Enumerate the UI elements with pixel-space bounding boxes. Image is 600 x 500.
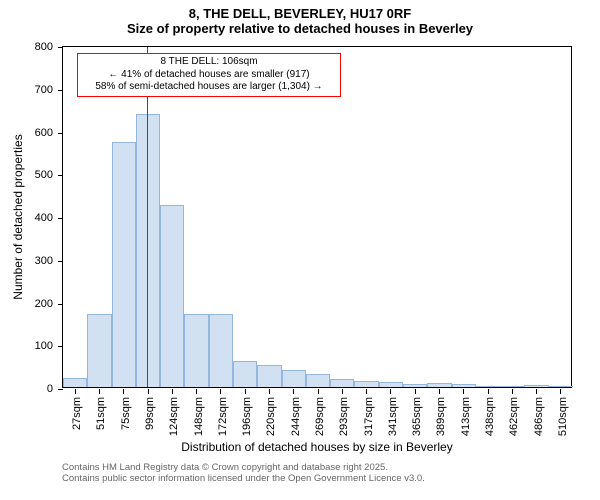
x-tick-label: 317sqm: [363, 397, 375, 441]
histogram-bar: [476, 386, 500, 387]
x-tick-label: 244sqm: [290, 397, 302, 441]
y-tick-label: 200: [35, 298, 53, 310]
x-tick-label: 269sqm: [314, 397, 326, 441]
plot-area: 010020030040050060070080027sqm51sqm75sqm…: [62, 46, 572, 388]
x-tick-label: 293sqm: [338, 397, 350, 441]
y-tick-label: 500: [35, 169, 53, 181]
x-tick-label: 99sqm: [144, 397, 156, 441]
histogram-bar: [184, 314, 208, 387]
property-marker-line: [147, 47, 148, 387]
footer-block: Contains HM Land Registry data © Crown c…: [62, 462, 425, 484]
chart-title-line1: 8, THE DELL, BEVERLEY, HU17 0RF: [0, 6, 600, 21]
footer-line1: Contains HM Land Registry data © Crown c…: [62, 462, 425, 473]
x-tick-label: 486sqm: [533, 397, 545, 441]
histogram-bar: [500, 386, 524, 387]
histogram-bar: [306, 374, 330, 387]
x-tick-label: 51sqm: [95, 397, 107, 441]
x-tick-label: 148sqm: [193, 397, 205, 441]
histogram-bar: [63, 378, 87, 387]
y-tick-label: 0: [47, 383, 53, 395]
x-tick-label: 124sqm: [168, 397, 180, 441]
histogram-bar: [452, 384, 476, 387]
histogram-bar: [112, 142, 136, 387]
y-tick-label: 700: [35, 84, 53, 96]
chart-title-block: 8, THE DELL, BEVERLEY, HU17 0RF Size of …: [0, 0, 600, 36]
y-tick-label: 300: [35, 255, 53, 267]
histogram-bar: [209, 314, 233, 387]
annotation-box: 8 THE DELL: 106sqm← 41% of detached hous…: [77, 53, 341, 97]
x-tick-label: 389sqm: [435, 397, 447, 441]
histogram-bar: [87, 314, 111, 387]
annotation-line1: 8 THE DELL: 106sqm: [82, 56, 336, 69]
histogram-bar: [427, 383, 451, 387]
chart-container: 8, THE DELL, BEVERLEY, HU17 0RF Size of …: [0, 0, 600, 500]
x-tick-label: 510sqm: [557, 397, 569, 441]
x-tick-label: 365sqm: [411, 397, 423, 441]
histogram-bar: [257, 365, 281, 387]
x-tick-label: 220sqm: [265, 397, 277, 441]
footer-line2: Contains public sector information licen…: [62, 473, 425, 484]
histogram-bar: [282, 370, 306, 387]
histogram-bar: [354, 381, 378, 387]
y-tick-label: 400: [35, 212, 53, 224]
histogram-bar: [379, 382, 403, 387]
x-tick-label: 438sqm: [484, 397, 496, 441]
histogram-bar: [160, 205, 184, 387]
x-tick-label: 196sqm: [241, 397, 253, 441]
chart-title-line2: Size of property relative to detached ho…: [0, 21, 600, 36]
annotation-line3: 58% of semi-detached houses are larger (…: [82, 81, 336, 94]
histogram-bar: [233, 361, 257, 387]
annotation-line2: ← 41% of detached houses are smaller (91…: [82, 69, 336, 82]
x-tick-label: 413sqm: [460, 397, 472, 441]
histogram-bar: [330, 379, 354, 387]
x-tick-label: 75sqm: [120, 397, 132, 441]
x-tick-label: 341sqm: [387, 397, 399, 441]
y-axis-label: Number of detached properties: [11, 127, 25, 307]
y-tick-label: 800: [35, 41, 53, 53]
histogram-bar: [403, 384, 427, 387]
x-tick-label: 172sqm: [217, 397, 229, 441]
y-tick-label: 100: [35, 340, 53, 352]
x-tick-label: 462sqm: [508, 397, 520, 441]
x-tick-label: 27sqm: [71, 397, 83, 441]
x-axis-label: Distribution of detached houses by size …: [62, 440, 572, 454]
histogram-bar: [549, 386, 573, 387]
histogram-bar: [524, 385, 548, 387]
y-tick-label: 600: [35, 127, 53, 139]
